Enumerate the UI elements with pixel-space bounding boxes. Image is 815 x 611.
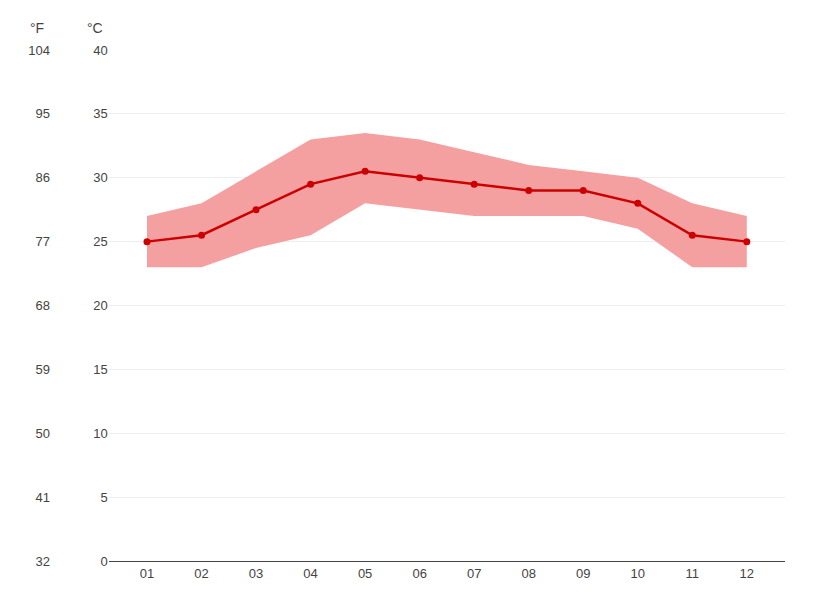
svg-text:°F: °F <box>30 20 44 36</box>
svg-text:07: 07 <box>467 566 481 581</box>
svg-text:08: 08 <box>521 566 535 581</box>
svg-text:41: 41 <box>36 490 50 505</box>
svg-text:25: 25 <box>93 234 107 249</box>
svg-text:11: 11 <box>686 566 700 581</box>
svg-text:86: 86 <box>36 170 50 185</box>
svg-text:05: 05 <box>358 566 372 581</box>
svg-text:09: 09 <box>576 566 590 581</box>
svg-text:20: 20 <box>93 298 107 313</box>
svg-text:04: 04 <box>303 566 317 581</box>
svg-text:50: 50 <box>36 426 50 441</box>
svg-text:30: 30 <box>93 170 107 185</box>
svg-text:12: 12 <box>740 566 754 581</box>
svg-text:15: 15 <box>93 362 107 377</box>
svg-text:32: 32 <box>36 554 50 569</box>
svg-text:10: 10 <box>631 566 645 581</box>
svg-text:104: 104 <box>28 43 50 58</box>
svg-text:77: 77 <box>36 234 50 249</box>
svg-text:10: 10 <box>93 426 107 441</box>
svg-text:02: 02 <box>194 566 208 581</box>
svg-text:35: 35 <box>93 106 107 121</box>
svg-text:68: 68 <box>36 298 50 313</box>
svg-text:0: 0 <box>101 554 108 569</box>
svg-text:40: 40 <box>93 43 107 58</box>
svg-text:°C: °C <box>87 20 103 36</box>
svg-text:59: 59 <box>36 362 50 377</box>
svg-text:01: 01 <box>140 566 154 581</box>
svg-text:06: 06 <box>412 566 426 581</box>
svg-text:03: 03 <box>249 566 263 581</box>
svg-text:5: 5 <box>101 490 108 505</box>
svg-text:95: 95 <box>36 106 50 121</box>
